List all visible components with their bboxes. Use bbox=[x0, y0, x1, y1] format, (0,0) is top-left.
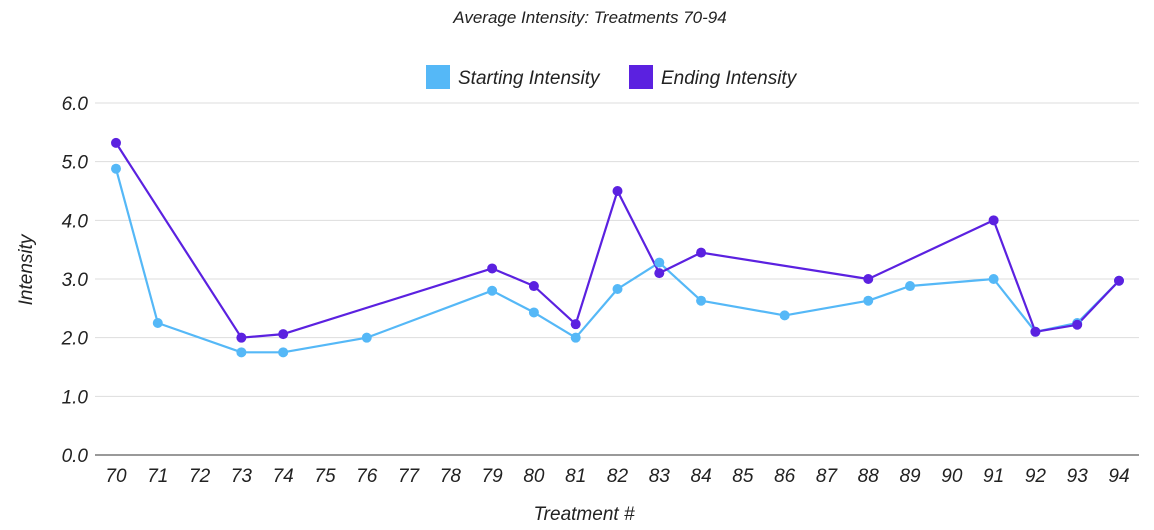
data-point bbox=[570, 319, 581, 330]
data-point bbox=[612, 283, 623, 294]
data-point bbox=[236, 347, 247, 358]
data-point bbox=[236, 332, 247, 343]
data-point bbox=[278, 329, 289, 340]
x-tick-label: 74 bbox=[273, 466, 294, 487]
data-point bbox=[528, 307, 539, 318]
y-tick-label: 0.0 bbox=[62, 446, 89, 467]
series-points bbox=[111, 137, 1124, 358]
y-axis-label: Intensity bbox=[16, 233, 37, 305]
y-tick-label: 1.0 bbox=[62, 387, 89, 408]
data-point bbox=[905, 281, 916, 292]
x-tick-label: 88 bbox=[858, 466, 880, 487]
x-tick-label: 93 bbox=[1067, 466, 1089, 487]
data-point bbox=[278, 347, 289, 358]
x-tick-label: 79 bbox=[482, 466, 504, 487]
x-tick-label: 82 bbox=[607, 466, 629, 487]
x-tick-label: 87 bbox=[816, 466, 839, 487]
legend-swatch-ending bbox=[629, 65, 653, 89]
x-tick-label: 78 bbox=[440, 466, 462, 487]
data-point bbox=[1030, 326, 1041, 337]
x-tick-label: 89 bbox=[899, 466, 921, 487]
y-tick-label: 4.0 bbox=[62, 211, 89, 232]
data-point bbox=[528, 281, 539, 292]
data-point bbox=[612, 186, 623, 196]
x-tick-label: 72 bbox=[189, 466, 211, 487]
x-axis-label: Treatment # bbox=[533, 504, 634, 525]
data-point bbox=[863, 295, 874, 306]
legend: Starting Intensity Ending Intensity bbox=[426, 65, 798, 89]
x-tick-label: 76 bbox=[356, 466, 378, 487]
y-tick-label: 5.0 bbox=[62, 153, 89, 174]
x-tick-label: 85 bbox=[732, 466, 754, 487]
data-point bbox=[654, 257, 665, 268]
gridlines bbox=[95, 102, 1139, 456]
legend-label-ending: Ending Intensity bbox=[661, 68, 798, 89]
x-tick-label: 90 bbox=[941, 466, 963, 487]
data-point bbox=[487, 263, 498, 274]
x-tick-label: 92 bbox=[1025, 466, 1047, 487]
series-lines bbox=[114, 142, 1120, 354]
y-tick-label: 6.0 bbox=[62, 94, 89, 115]
data-point bbox=[654, 268, 665, 279]
x-axis-ticks: 70 71 72 73 74 75 76 77 78 79 80 81 82 83 84 85 86 87 88 89… bbox=[105, 466, 1129, 487]
x-tick-label: 77 bbox=[398, 466, 421, 487]
data-point bbox=[988, 274, 999, 284]
data-point bbox=[111, 163, 121, 174]
data-point bbox=[487, 285, 498, 296]
legend-swatch-starting bbox=[426, 65, 450, 89]
data-point bbox=[863, 274, 874, 284]
data-point bbox=[361, 332, 372, 343]
series-line-1 bbox=[115, 142, 1120, 339]
x-tick-label: 94 bbox=[1108, 466, 1129, 487]
data-point bbox=[696, 247, 707, 258]
data-point bbox=[152, 318, 163, 328]
data-point bbox=[111, 137, 121, 148]
x-tick-label: 91 bbox=[983, 466, 1004, 487]
y-axis-ticks: 0.0 1.0 2.0 3.0 4.0 5.0 6.0 bbox=[61, 94, 89, 467]
x-tick-label: 80 bbox=[523, 466, 545, 487]
x-tick-label: 70 bbox=[105, 466, 127, 487]
x-tick-label: 75 bbox=[314, 466, 336, 487]
x-tick-label: 86 bbox=[774, 466, 796, 487]
data-point bbox=[696, 295, 707, 306]
x-tick-label: 71 bbox=[147, 466, 168, 487]
x-tick-label: 84 bbox=[691, 466, 712, 487]
y-tick-label: 2.0 bbox=[61, 329, 89, 350]
series-line-0 bbox=[114, 168, 1120, 354]
data-point bbox=[779, 310, 790, 321]
data-point bbox=[570, 332, 581, 343]
legend-label-starting: Starting Intensity bbox=[458, 68, 601, 89]
x-tick-label: 73 bbox=[231, 466, 253, 487]
data-point bbox=[1114, 275, 1124, 286]
chart-title: Average Intensity: Treatments 70-94 bbox=[452, 8, 726, 27]
y-tick-label: 3.0 bbox=[62, 270, 89, 291]
data-point bbox=[1072, 319, 1083, 330]
x-tick-label: 83 bbox=[649, 466, 671, 487]
x-tick-label: 81 bbox=[565, 466, 586, 487]
data-point bbox=[988, 215, 999, 226]
